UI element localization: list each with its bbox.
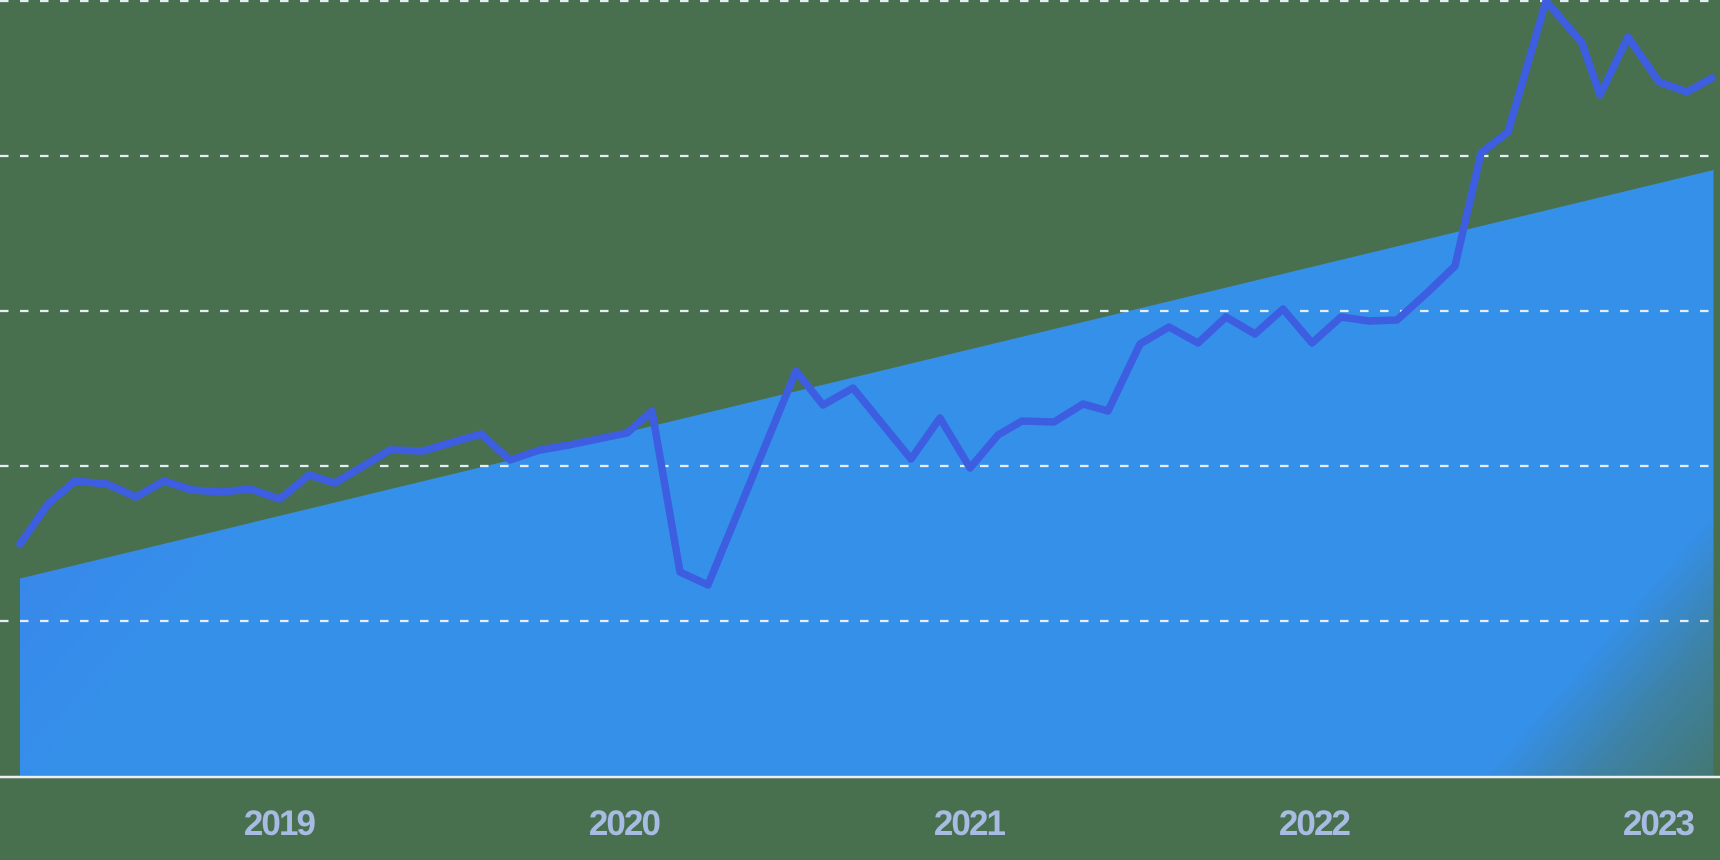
svg-text:2020: 2020 — [589, 804, 661, 843]
svg-text:2022: 2022 — [1279, 804, 1351, 843]
svg-text:2023: 2023 — [1623, 804, 1695, 843]
svg-text:2019: 2019 — [244, 804, 316, 843]
svg-text:2021: 2021 — [934, 804, 1006, 843]
